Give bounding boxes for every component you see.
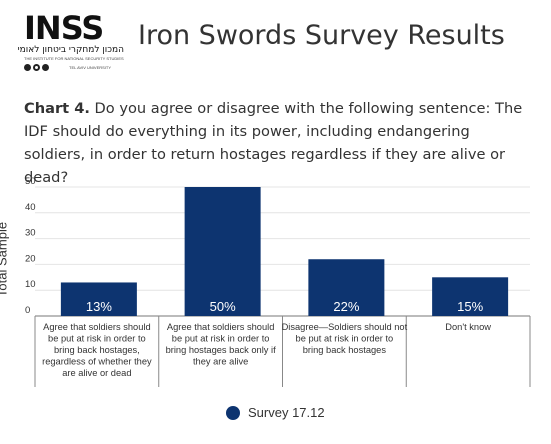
x-category-label: Agree that soldiers should be put at risk… (166, 322, 276, 367)
legend-swatch (226, 405, 240, 420)
x-category-label: Agree that soldiers should be put at risk… (42, 322, 152, 378)
logo-circle-icon (42, 64, 49, 71)
data-label: 15% (457, 299, 483, 314)
data-label: 50% (210, 299, 236, 314)
y-tick-label: 10 (25, 279, 36, 290)
inss-logo: INSS המכון למחקרי ביטחון לאומי THE INSTI… (17, 9, 124, 78)
legend-label: Survey 17.12 (248, 405, 325, 420)
chart-title: Chart 4. Do you agree or disagree with t… (24, 97, 534, 189)
logo-text: INSS (24, 9, 104, 47)
chart-legend: Survey 17.12 (226, 405, 325, 420)
y-tick-label: 40 (25, 202, 36, 213)
y-tick-label: 30 (25, 228, 36, 239)
logo-circle-icon (33, 64, 40, 71)
y-tick-label: 50 (25, 176, 36, 187)
data-label: 22% (333, 299, 359, 314)
logo-english-text: THE INSTITUTE FOR NATIONAL SECURITY STUD… (24, 56, 124, 61)
chart-question-text: Do you agree or disagree with the follow… (24, 100, 523, 186)
x-category-label: Disagree—Soldiers should not be put at ri… (282, 322, 408, 355)
y-tick-label: 0 (25, 305, 30, 316)
logo-tau-text: TEL AVIV UNIVERSITY (69, 65, 112, 70)
bar (60, 282, 137, 316)
logo-hebrew-text: המכון למחקרי ביטחון לאומי (17, 45, 124, 55)
logo-emblem-row: TEL AVIV UNIVERSITY (24, 64, 124, 71)
x-category-label: Don't know (445, 322, 491, 332)
chart-number: Chart 4. (24, 100, 90, 117)
y-tick-label: 20 (25, 253, 36, 264)
logo-circle-icon (24, 64, 31, 71)
data-label: 13% (86, 299, 112, 314)
bar (184, 187, 261, 316)
bar (308, 259, 385, 316)
bar (432, 277, 509, 316)
page-title: Iron Swords Survey Results (138, 20, 505, 51)
